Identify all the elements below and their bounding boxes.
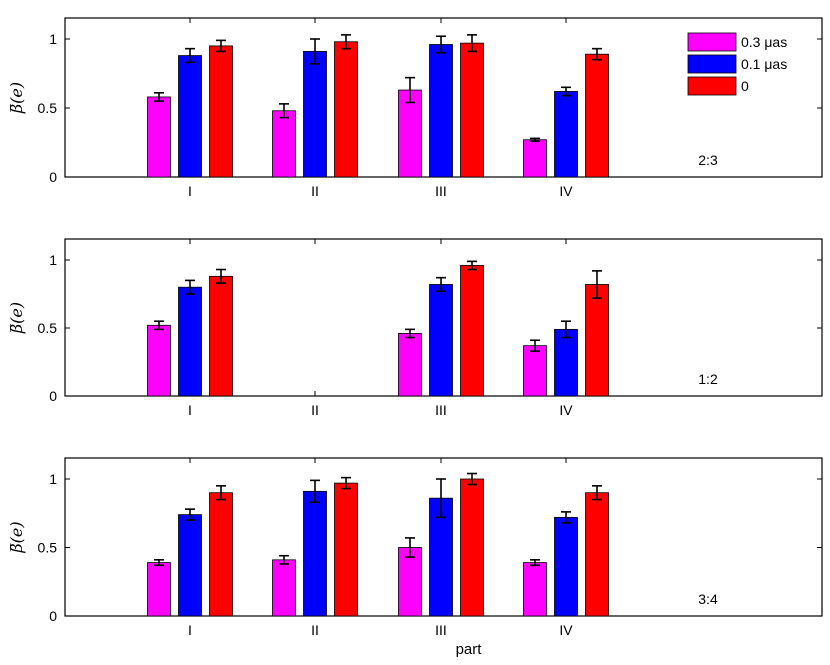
bar-I-series-1 xyxy=(147,96,171,178)
bar-III-series-3 xyxy=(460,42,484,178)
y-tick-label: 0 xyxy=(49,169,57,185)
bar-I-series-2 xyxy=(178,55,202,178)
bar-III-series-2 xyxy=(429,284,453,397)
x-tick-label-IV: IV xyxy=(559,402,573,418)
y-tick-label: 0.5 xyxy=(38,320,58,336)
legend-swatch-2 xyxy=(687,54,737,74)
bar-IV-series-1 xyxy=(523,345,547,397)
y-tick-label: 1 xyxy=(49,252,57,268)
x-tick-label-IV: IV xyxy=(559,183,573,199)
bar-II-series-2 xyxy=(303,51,327,178)
y-tick-label: 0.5 xyxy=(38,540,58,556)
y-tick-label: 1 xyxy=(49,471,57,487)
ratio-label: 3:4 xyxy=(698,591,718,607)
x-tick-label-I: I xyxy=(188,183,192,199)
bar-IV-series-1 xyxy=(523,562,547,617)
bar-IV-series-3 xyxy=(585,53,609,178)
ratio-label: 2:3 xyxy=(698,152,718,168)
bar-IV-series-3 xyxy=(585,492,609,617)
bar-I-series-3 xyxy=(209,492,233,617)
bar-II-series-3 xyxy=(334,41,358,178)
bar-IV-series-3 xyxy=(585,284,609,397)
x-tick-label-III: III xyxy=(435,402,447,418)
x-tick-label-II: II xyxy=(311,622,319,638)
ratio-label: 1:2 xyxy=(698,371,718,387)
bar-I-series-3 xyxy=(209,45,233,178)
x-tick-label-II: II xyxy=(311,183,319,199)
bar-III-series-3 xyxy=(460,478,484,617)
y-axis-label: β̅(e) xyxy=(7,521,26,553)
legend: 0.3 μas 0.1 μas 0 xyxy=(687,32,787,96)
x-tick-label-II: II xyxy=(311,402,319,418)
legend-swatch-1 xyxy=(687,32,737,52)
bar-II-series-3 xyxy=(334,482,358,617)
bar-III-series-3 xyxy=(460,265,484,397)
bar-IV-series-2 xyxy=(554,91,578,178)
x-tick-label-III: III xyxy=(435,622,447,638)
bar-II-series-1 xyxy=(272,559,296,617)
bar-II-series-2 xyxy=(303,490,327,617)
legend-label-3: 0 xyxy=(741,78,749,94)
bar-I-series-1 xyxy=(147,562,171,617)
legend-swatch-3 xyxy=(687,76,737,96)
chart-panel-2: 00.51β̅(e)I II III IV1:2 xyxy=(7,238,823,418)
x-tick-label-IV: IV xyxy=(559,622,573,638)
bar-I-series-2 xyxy=(178,514,202,617)
bar-III-series-2 xyxy=(429,44,453,178)
bar-II-series-1 xyxy=(272,110,296,178)
legend-label-1: 0.3 μas xyxy=(741,34,787,50)
bar-III-series-1 xyxy=(398,333,422,397)
bar-I-series-1 xyxy=(147,324,171,397)
bar-IV-series-2 xyxy=(554,516,578,617)
legend-label-2: 0.1 μas xyxy=(741,56,787,72)
bar-I-series-3 xyxy=(209,275,233,397)
y-tick-label: 0.5 xyxy=(38,100,58,116)
x-tick-label-III: III xyxy=(435,183,447,199)
bar-IV-series-2 xyxy=(554,328,578,397)
bar-I-series-2 xyxy=(178,286,202,397)
y-axis-label: β̅(e) xyxy=(7,82,26,114)
y-tick-label: 0 xyxy=(49,388,57,404)
x-axis-label: part xyxy=(456,641,483,658)
x-tick-label-I: I xyxy=(188,402,192,418)
y-tick-label: 1 xyxy=(49,31,57,47)
x-tick-label-I: I xyxy=(188,622,192,638)
y-tick-label: 0 xyxy=(49,608,57,624)
y-axis-label: β̅(e) xyxy=(7,302,26,334)
bar-IV-series-1 xyxy=(523,139,547,178)
